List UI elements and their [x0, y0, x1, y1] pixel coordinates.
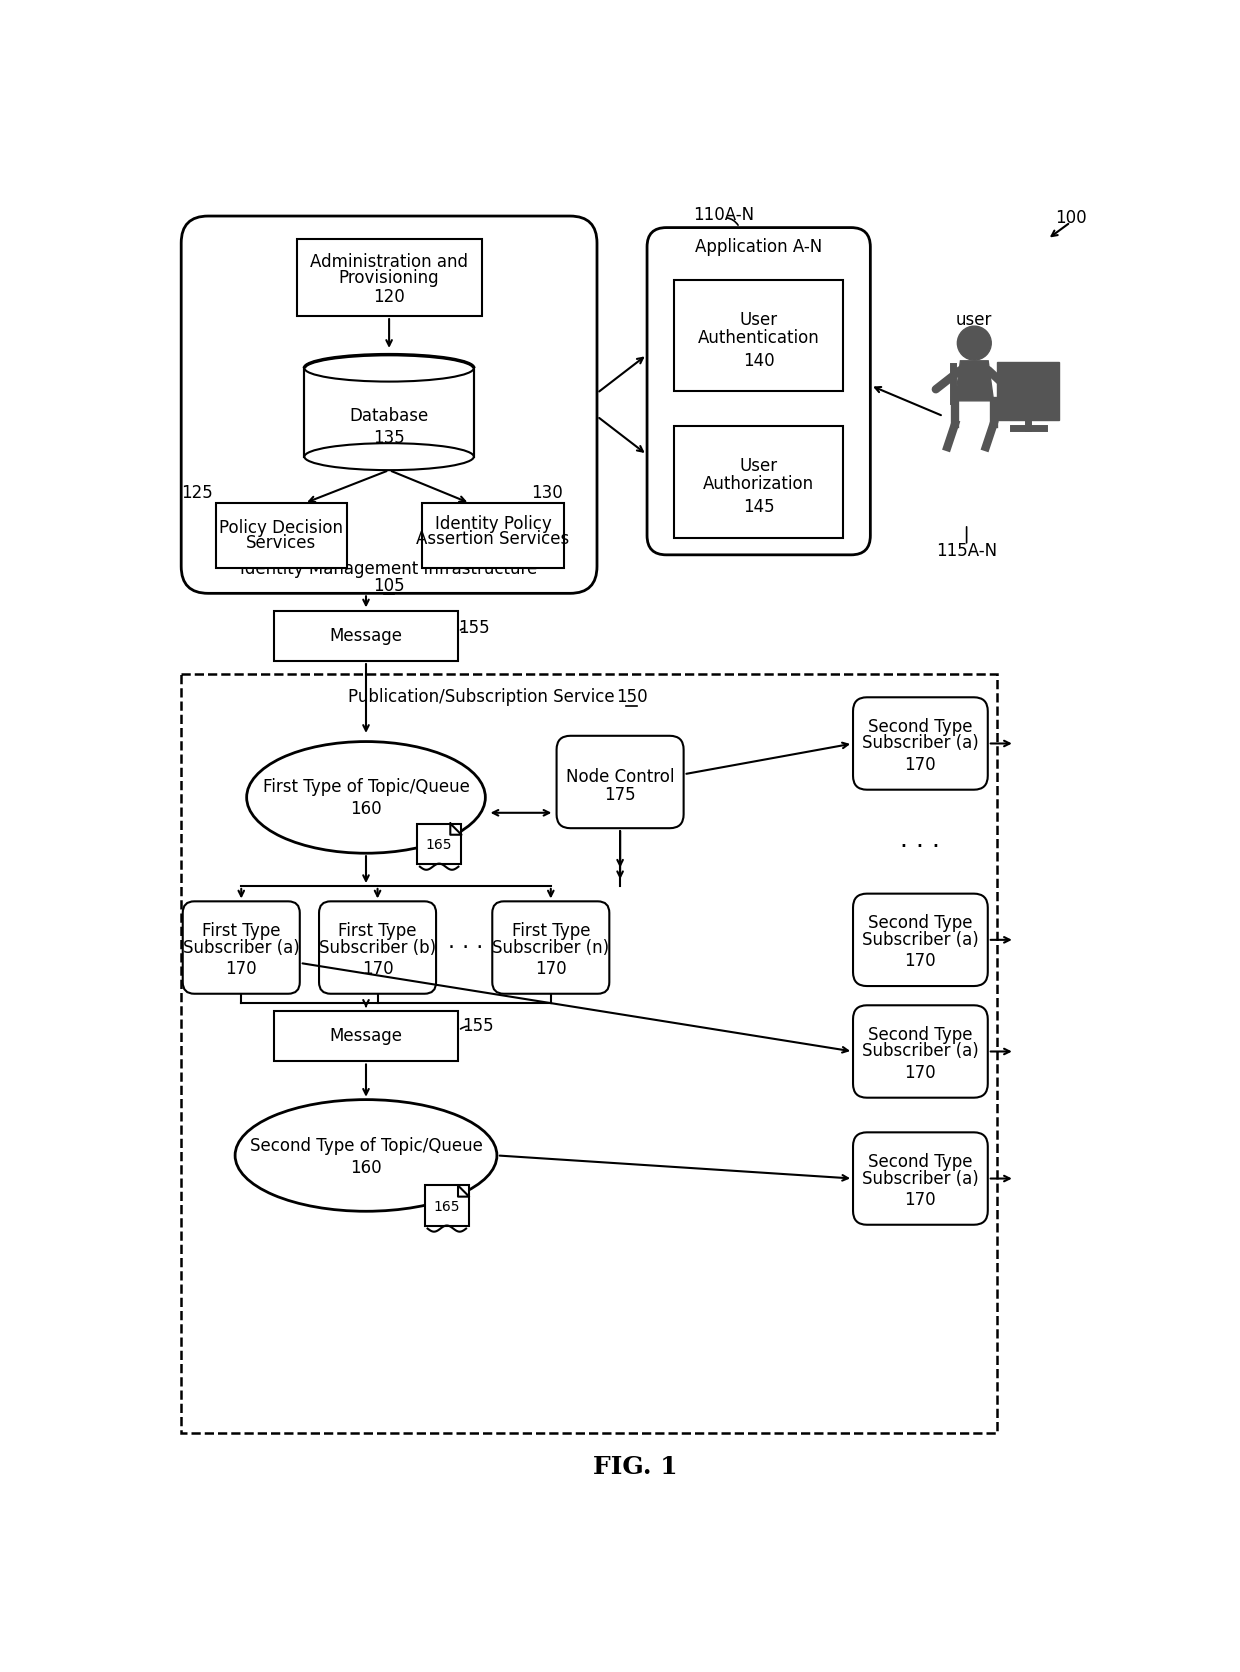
Bar: [417, 824, 461, 864]
FancyBboxPatch shape: [181, 674, 997, 1433]
Text: 170: 170: [362, 960, 393, 978]
Ellipse shape: [304, 354, 474, 381]
Text: Subscriber (a): Subscriber (a): [862, 734, 978, 752]
Text: Second Type of Topic/Queue: Second Type of Topic/Queue: [249, 1137, 482, 1155]
Text: User: User: [739, 311, 777, 329]
Text: Subscriber (a): Subscriber (a): [862, 931, 978, 948]
FancyBboxPatch shape: [181, 216, 596, 594]
Text: Subscriber (a): Subscriber (a): [182, 938, 300, 956]
Polygon shape: [955, 361, 993, 401]
Text: 135: 135: [373, 428, 405, 446]
Text: First Type: First Type: [512, 921, 590, 940]
Text: 170: 170: [905, 756, 936, 774]
Text: Subscriber (n): Subscriber (n): [492, 938, 609, 956]
Text: First Type: First Type: [202, 921, 280, 940]
FancyBboxPatch shape: [557, 736, 683, 828]
Bar: [274, 610, 459, 660]
Text: 130: 130: [531, 485, 563, 502]
Text: 105: 105: [373, 577, 405, 595]
Bar: [675, 426, 843, 537]
Text: Second Type: Second Type: [868, 915, 972, 931]
Text: 170: 170: [905, 1190, 936, 1209]
Text: Subscriber (a): Subscriber (a): [862, 1042, 978, 1060]
Ellipse shape: [304, 443, 474, 470]
Text: Services: Services: [247, 535, 316, 552]
Text: Second Type: Second Type: [868, 1152, 972, 1170]
Text: Message: Message: [330, 627, 403, 645]
Text: 175: 175: [604, 786, 636, 804]
Text: Policy Decision: Policy Decision: [219, 518, 343, 537]
Text: 155: 155: [458, 619, 490, 637]
Text: 165: 165: [434, 1200, 460, 1214]
Text: Application A-N: Application A-N: [696, 237, 822, 256]
Text: Subscriber (a): Subscriber (a): [862, 1169, 978, 1187]
Text: First Type of Topic/Queue: First Type of Topic/Queue: [263, 779, 470, 796]
Text: Subscriber (b): Subscriber (b): [319, 938, 436, 956]
Text: 155: 155: [461, 1017, 494, 1035]
Text: Message: Message: [330, 1027, 403, 1045]
FancyBboxPatch shape: [853, 893, 988, 986]
Text: Second Type: Second Type: [868, 1025, 972, 1043]
Bar: [424, 1185, 469, 1226]
FancyBboxPatch shape: [853, 1005, 988, 1099]
Bar: [304, 368, 474, 456]
Text: Publication/Subscription Service: Publication/Subscription Service: [348, 689, 615, 706]
Text: Database: Database: [350, 408, 429, 425]
Text: Identity Management Infrastructure: Identity Management Infrastructure: [241, 560, 538, 579]
Bar: [675, 279, 843, 391]
Text: 160: 160: [350, 799, 382, 818]
Bar: [296, 239, 481, 316]
Text: 125: 125: [181, 485, 212, 502]
Text: Assertion Services: Assertion Services: [417, 530, 569, 548]
Text: 170: 170: [905, 953, 936, 970]
Bar: [422, 503, 564, 568]
Text: 115A-N: 115A-N: [936, 542, 997, 560]
FancyBboxPatch shape: [853, 1132, 988, 1224]
Text: 170: 170: [905, 1063, 936, 1082]
Text: 150: 150: [616, 689, 647, 706]
Ellipse shape: [236, 1100, 497, 1211]
Text: User: User: [739, 456, 777, 475]
Text: First Type: First Type: [339, 921, 417, 940]
FancyBboxPatch shape: [182, 901, 300, 993]
Text: Node Control: Node Control: [565, 767, 675, 786]
Text: Identity Policy: Identity Policy: [435, 515, 552, 533]
Text: Authentication: Authentication: [698, 329, 820, 346]
Text: 145: 145: [743, 498, 775, 517]
FancyBboxPatch shape: [492, 901, 609, 993]
Text: · · ·: · · ·: [900, 836, 940, 859]
Text: 110A-N: 110A-N: [693, 206, 755, 224]
Text: FIG. 1: FIG. 1: [593, 1455, 678, 1480]
Text: Second Type: Second Type: [868, 717, 972, 736]
Circle shape: [957, 326, 991, 359]
Text: 140: 140: [743, 351, 775, 370]
FancyBboxPatch shape: [647, 227, 870, 555]
Bar: [216, 503, 347, 568]
Text: user: user: [956, 311, 992, 329]
Text: Provisioning: Provisioning: [339, 269, 439, 286]
Text: 170: 170: [534, 960, 567, 978]
FancyBboxPatch shape: [853, 697, 988, 789]
Ellipse shape: [247, 742, 485, 853]
Text: 100: 100: [1055, 209, 1086, 227]
Text: Administration and: Administration and: [310, 252, 467, 271]
FancyBboxPatch shape: [319, 901, 436, 993]
Text: 160: 160: [350, 1159, 382, 1177]
Text: 170: 170: [226, 960, 257, 978]
Text: · · ·: · · ·: [449, 938, 484, 958]
Text: Authorization: Authorization: [703, 475, 815, 493]
Text: 165: 165: [425, 838, 453, 853]
Text: 120: 120: [373, 288, 405, 306]
Bar: [274, 1012, 459, 1062]
Bar: [997, 363, 1059, 420]
